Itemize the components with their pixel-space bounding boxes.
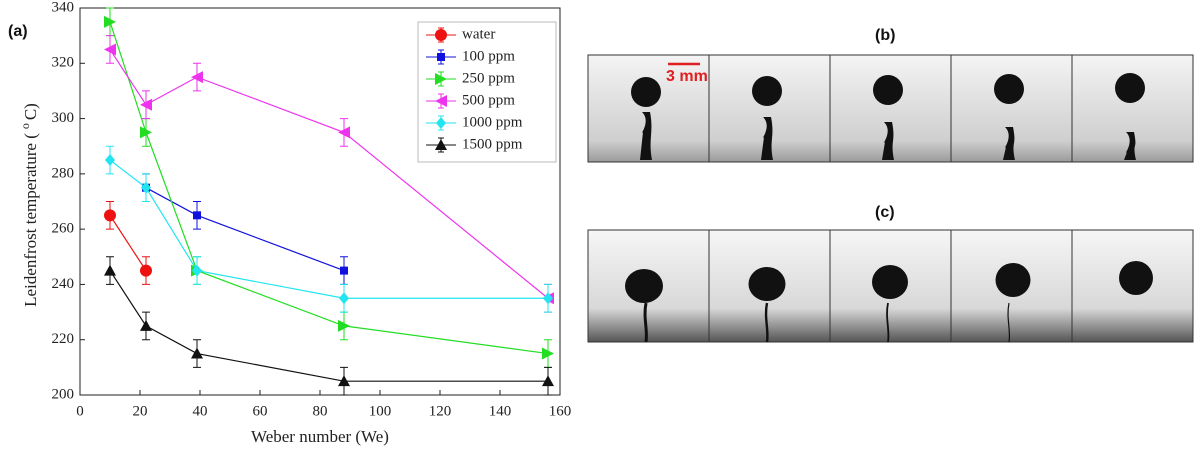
droplet: [631, 77, 661, 107]
legend-marker: [435, 73, 447, 85]
marker: [140, 126, 152, 139]
droplet: [625, 269, 663, 303]
legend-marker: [435, 139, 447, 150]
thread: [764, 302, 769, 343]
marker: [339, 292, 349, 305]
series-line: [109, 159, 548, 299]
marker: [141, 181, 151, 194]
marker: [338, 375, 350, 387]
thread: [886, 302, 890, 343]
marker: [191, 71, 203, 84]
marker: [191, 347, 203, 359]
marker: [104, 15, 116, 28]
marker: [104, 43, 116, 56]
marker: [193, 211, 201, 220]
jet: [1003, 127, 1015, 160]
droplet: [994, 74, 1024, 104]
y-tick-label: 200: [52, 386, 75, 402]
marker: [542, 347, 554, 360]
legend-marker: [436, 117, 446, 129]
legend-label: 250 ppm: [462, 70, 515, 86]
droplet: [995, 263, 1031, 297]
marker: [543, 292, 553, 305]
legend-label: 1500 ppm: [462, 136, 523, 152]
jet: [761, 117, 773, 160]
legend-label: 100 ppm: [462, 48, 515, 64]
marker: [340, 266, 348, 275]
x-tick-label: 120: [429, 403, 452, 419]
legend-label: water: [462, 26, 495, 42]
y-tick-label: 240: [52, 276, 75, 292]
scale-label: 3 mm: [666, 68, 708, 85]
thread: [1007, 302, 1011, 343]
marker: [140, 98, 152, 111]
thread: [643, 302, 648, 343]
marker: [542, 375, 554, 387]
x-axis-label: Weber number (We): [251, 427, 389, 446]
marker: [105, 154, 115, 167]
x-tick-label: 100: [369, 403, 392, 419]
marker: [104, 264, 116, 276]
y-tick-label: 320: [52, 55, 75, 71]
x-tick-label: 80: [313, 403, 328, 419]
jet: [640, 112, 652, 160]
droplet: [1119, 261, 1153, 295]
y-label-unit: C): [21, 103, 40, 120]
panel-label: (a): [8, 23, 28, 40]
droplet: [752, 76, 782, 106]
x-tick-label: 40: [193, 403, 208, 419]
marker: [338, 126, 350, 139]
y-tick-label: 220: [52, 331, 75, 347]
panel-label: (b): [875, 27, 895, 44]
x-tick-label: 0: [76, 403, 84, 419]
series-line: [109, 214, 147, 271]
droplet: [748, 267, 786, 301]
marker: [140, 264, 152, 277]
y-tick-label: 300: [52, 110, 75, 126]
y-label-sup: o: [18, 123, 32, 129]
y-tick-label: 340: [52, 0, 75, 15]
legend-marker: [435, 95, 447, 107]
photo-strips: [587, 54, 1194, 343]
legend-marker: [437, 53, 445, 61]
legend-label: 500 ppm: [462, 92, 515, 108]
droplet: [873, 75, 903, 105]
marker: [338, 319, 350, 332]
x-tick-label: 20: [133, 403, 148, 419]
droplet: [872, 265, 908, 299]
legend-marker: [435, 29, 447, 41]
y-tick-label: 260: [52, 221, 75, 237]
y-label-text: Leidenfrost temperature (: [21, 133, 40, 307]
series-line: [109, 270, 548, 382]
x-tick-label: 160: [549, 403, 572, 419]
legend-label: 1000 ppm: [462, 114, 523, 130]
marker: [140, 319, 152, 331]
marker: [104, 209, 116, 222]
droplet: [1115, 73, 1145, 103]
jet: [1124, 132, 1136, 160]
x-tick-label: 60: [253, 403, 268, 419]
x-tick-label: 140: [489, 403, 512, 419]
series-line: [145, 187, 345, 272]
y-tick-label: 280: [52, 165, 75, 181]
jet: [882, 122, 894, 160]
marker: [192, 264, 202, 277]
y-axis-label: Leidenfrost temperature ( o C): [18, 103, 40, 307]
panel-label: (c): [875, 204, 895, 221]
